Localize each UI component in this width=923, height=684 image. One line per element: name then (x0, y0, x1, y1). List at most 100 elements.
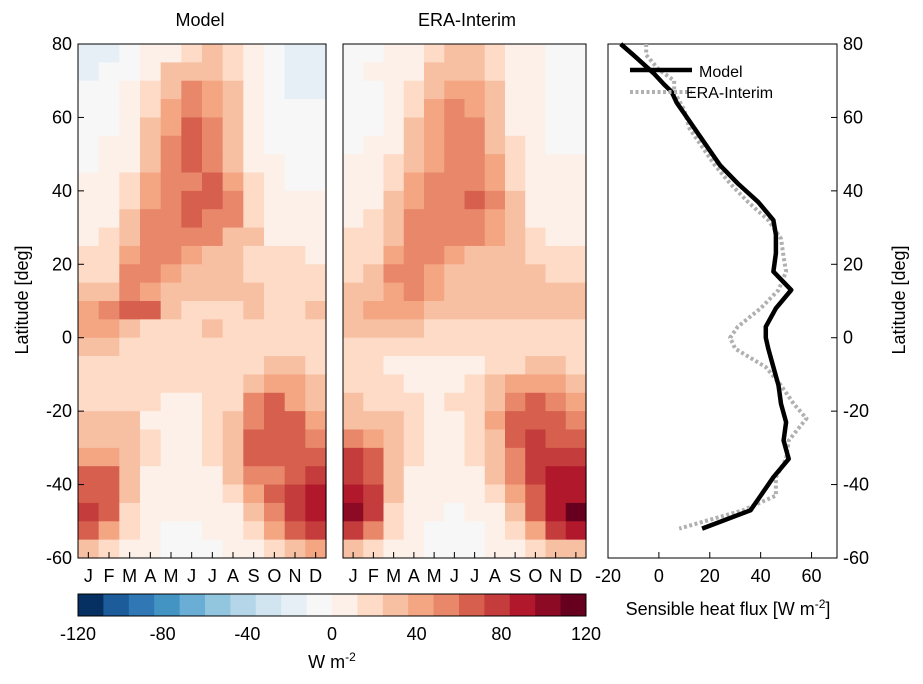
era-heatmap-cell (484, 135, 506, 155)
model-heatmap-cell (119, 411, 141, 431)
model-heatmap-cell (243, 319, 265, 339)
era-heatmap-cell (403, 190, 425, 210)
era-heatmap-cell (565, 301, 587, 320)
era-heatmap-cell (484, 154, 506, 174)
model-heatmap-cell (98, 227, 120, 247)
model-heatmap-cell (243, 245, 265, 265)
model-y-tick-label: -40 (46, 475, 72, 495)
model-heatmap-cell (78, 411, 100, 431)
model-heatmap-cell (243, 264, 265, 284)
model-heatmap-cell (305, 392, 327, 412)
era-heatmap-cell (403, 539, 425, 559)
era-heatmap-cell (565, 209, 587, 229)
model-heatmap-cell (202, 392, 224, 412)
model-heatmap-cell (284, 484, 306, 504)
era-heatmap-cell (403, 99, 425, 119)
model-x-tick-label: N (289, 566, 302, 586)
model-heatmap-cell (284, 44, 306, 63)
era-heatmap-cell (343, 99, 364, 119)
profile-x-tick-label: 0 (654, 566, 664, 586)
era-heatmap-cell (525, 154, 547, 174)
era-heatmap-cell (484, 502, 506, 522)
model-heatmap-cell (98, 484, 120, 504)
era-heatmap-cell (343, 154, 364, 174)
era-heatmap-cell (505, 484, 526, 504)
era-heatmap-cell (403, 117, 425, 137)
era-heatmap-cell (464, 190, 486, 210)
model-heatmap-cell (264, 466, 286, 486)
model-heatmap-cell (202, 227, 224, 247)
model-heatmap-cell (202, 484, 224, 504)
model-heatmap-cell (119, 502, 141, 522)
model-heatmap-cell (78, 466, 100, 486)
era-heatmap-cell (444, 282, 466, 302)
era-heatmap-cell (444, 99, 466, 119)
era-heatmap-cell (484, 539, 506, 559)
era-heatmap-cell (424, 172, 445, 192)
model-y-tick-label: 80 (52, 34, 72, 54)
era-heatmap-cell (363, 44, 385, 63)
era-heatmap-cell (383, 99, 405, 119)
colorbar-cell (408, 594, 434, 616)
era-heatmap-cell (464, 502, 486, 522)
model-heatmap-cell (119, 227, 141, 247)
era-heatmap-cell (545, 172, 567, 192)
era-heatmap-cell (505, 447, 526, 467)
era-heatmap-cell (525, 282, 547, 302)
era-heatmap-cell (383, 356, 405, 376)
model-heatmap-cell (119, 172, 141, 192)
era-heatmap-cell (484, 447, 506, 467)
model-heatmap-cell (202, 62, 224, 82)
era-heatmap-cell (565, 411, 587, 431)
colorbar-cell (509, 594, 536, 616)
model-heatmap-cell (264, 447, 286, 467)
era-heatmap-cell (383, 337, 405, 357)
era-heatmap-cell (403, 209, 425, 229)
model-heatmap-cell (78, 484, 100, 504)
model-heatmap-cell (284, 356, 306, 376)
era-heatmap-cell (383, 209, 405, 229)
model-heatmap-cell (98, 282, 120, 302)
era-heatmap-cell (565, 392, 587, 412)
colorbar-frame (77, 593, 587, 617)
model-heatmap-cell (119, 466, 141, 486)
profile-y-tick-label: 20 (843, 254, 863, 274)
model-heatmap-cell (119, 245, 141, 265)
era-heatmap-cell (444, 190, 466, 210)
model-heatmap-cell (222, 190, 244, 210)
model-heatmap-cell (98, 209, 120, 229)
era-heatmap-cell (363, 135, 385, 155)
model-heatmap-cell (181, 356, 203, 376)
model-heatmap-cell (284, 539, 306, 559)
model-heatmap-cell (119, 429, 141, 449)
era-heatmap-cell (545, 319, 567, 339)
model-heatmap-cell (140, 301, 162, 320)
model-x-tick-label: M (164, 566, 179, 586)
era-heatmap-cell (403, 154, 425, 174)
era-heatmap-cell (565, 44, 587, 63)
model-heatmap-cell (181, 374, 203, 394)
era-heatmap-cell (343, 62, 364, 82)
model-heatmap-cell (243, 154, 265, 174)
colorbar-cell (205, 594, 231, 616)
model-heatmap-cell (305, 135, 327, 155)
model-heatmap-cell (202, 356, 224, 376)
era-heatmap-cell (424, 374, 445, 394)
era-heatmap-cell (565, 484, 587, 504)
era-heatmap-cell (505, 172, 526, 192)
model-heatmap-cell (305, 411, 327, 431)
era-heatmap-cell (444, 356, 466, 376)
era-x-tick-label: A (408, 566, 420, 586)
model-heatmap-cell (98, 135, 120, 155)
model-heatmap-cell (202, 337, 224, 357)
model-heatmap-cell (222, 264, 244, 284)
model-heatmap-cell (222, 484, 244, 504)
model-heatmap-cell (202, 521, 224, 541)
era-heatmap-cell (464, 135, 486, 155)
era-heatmap-cell (464, 227, 486, 247)
model-heatmap-cell (140, 429, 162, 449)
model-heatmap-cell (243, 227, 265, 247)
era-heatmap-cell (464, 337, 486, 357)
model-heatmap-cell (222, 466, 244, 486)
model-heatmap-cell (98, 447, 120, 467)
